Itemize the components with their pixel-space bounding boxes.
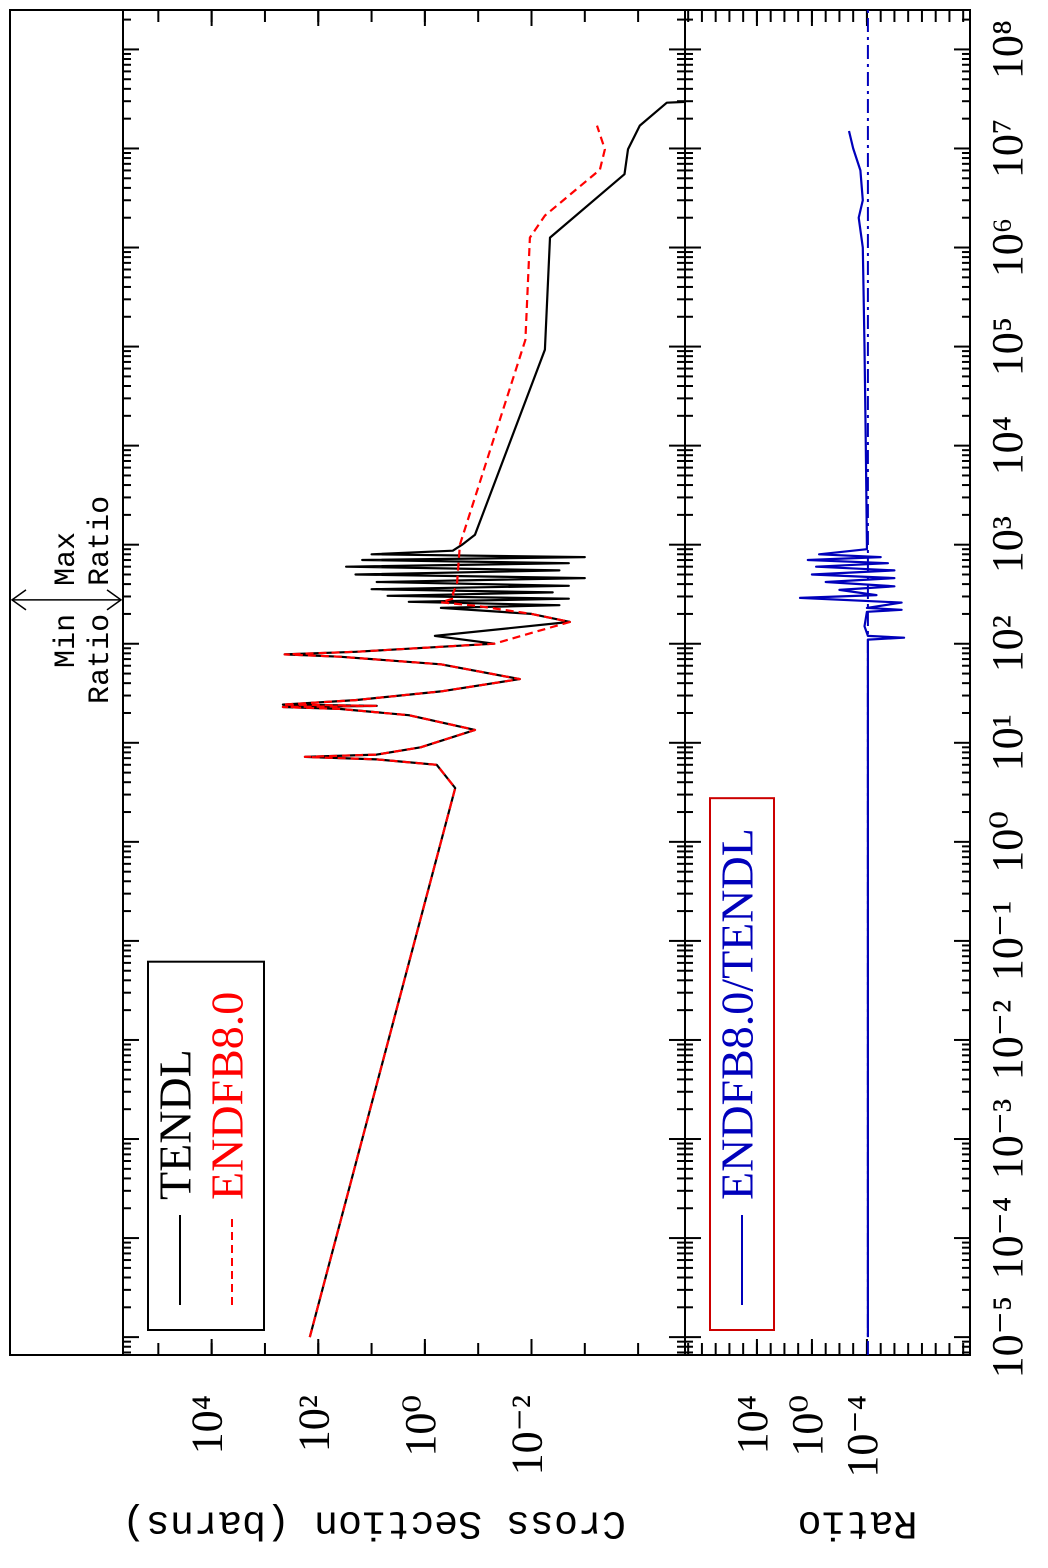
min-ratio-label: Ratio	[84, 614, 118, 704]
x-tick-label: 10³	[983, 516, 1032, 573]
y-tick-label: 10²	[289, 1395, 338, 1452]
x-tick-label: 10⁵	[983, 317, 1032, 376]
legend-label: ENDFB8.0/TENDL	[712, 828, 763, 1200]
x-tick-label: 10⁻²	[983, 1000, 1032, 1080]
series-line	[798, 130, 906, 1338]
y-tick-label: 10⁰	[396, 1395, 445, 1457]
y-axis-title: Ratio	[797, 1499, 917, 1544]
max-ratio-label: Ratio	[84, 496, 118, 586]
legend-box	[709, 797, 775, 1331]
y-tick-label: 10⁴	[183, 1395, 232, 1454]
y-axis-title: Cross Section (barns)	[122, 1499, 626, 1544]
rotated-plot: 10⁻⁵ 10⁻⁴ 10⁻³ 10⁻² 10⁻¹ 10⁰ 10¹ 10² 10³ 10⁴ 10⁵ 10…	[9, 9, 1032, 1544]
legend-box	[147, 960, 265, 1331]
min-ratio-label: Min	[50, 614, 84, 668]
x-tick-label: 10⁻³	[983, 1099, 1032, 1179]
y-tick-label: 10⁻⁴	[838, 1395, 887, 1478]
x-tick-label: 10⁰	[983, 811, 1032, 873]
x-tick-label: 10⁻¹	[983, 901, 1032, 981]
y-tick-label: 10⁰	[783, 1395, 832, 1457]
arrow-head	[10, 589, 123, 611]
series-line	[281, 100, 686, 1338]
series-line	[281, 125, 606, 1338]
x-tick-label: 10¹	[983, 714, 1032, 771]
x-tick-label: 10⁻⁵	[983, 1296, 1032, 1379]
x-tick-label: 10⁷	[983, 119, 1032, 178]
legend-label: TENDL	[150, 1049, 201, 1200]
x-tick-label: 10⁶	[983, 218, 1032, 277]
y-tick-label: 10⁻²	[503, 1395, 552, 1475]
x-tick-label: 10²	[983, 615, 1032, 672]
max-ratio-label: Max	[50, 532, 84, 586]
legend-label: ENDFB8.0	[202, 992, 253, 1200]
x-tick-label: 10⁸	[983, 20, 1032, 79]
x-tick-label: 10⁴	[983, 416, 1032, 475]
x-tick-label: 10⁻⁴	[983, 1197, 1032, 1280]
y-tick-label: 10⁴	[728, 1395, 777, 1454]
